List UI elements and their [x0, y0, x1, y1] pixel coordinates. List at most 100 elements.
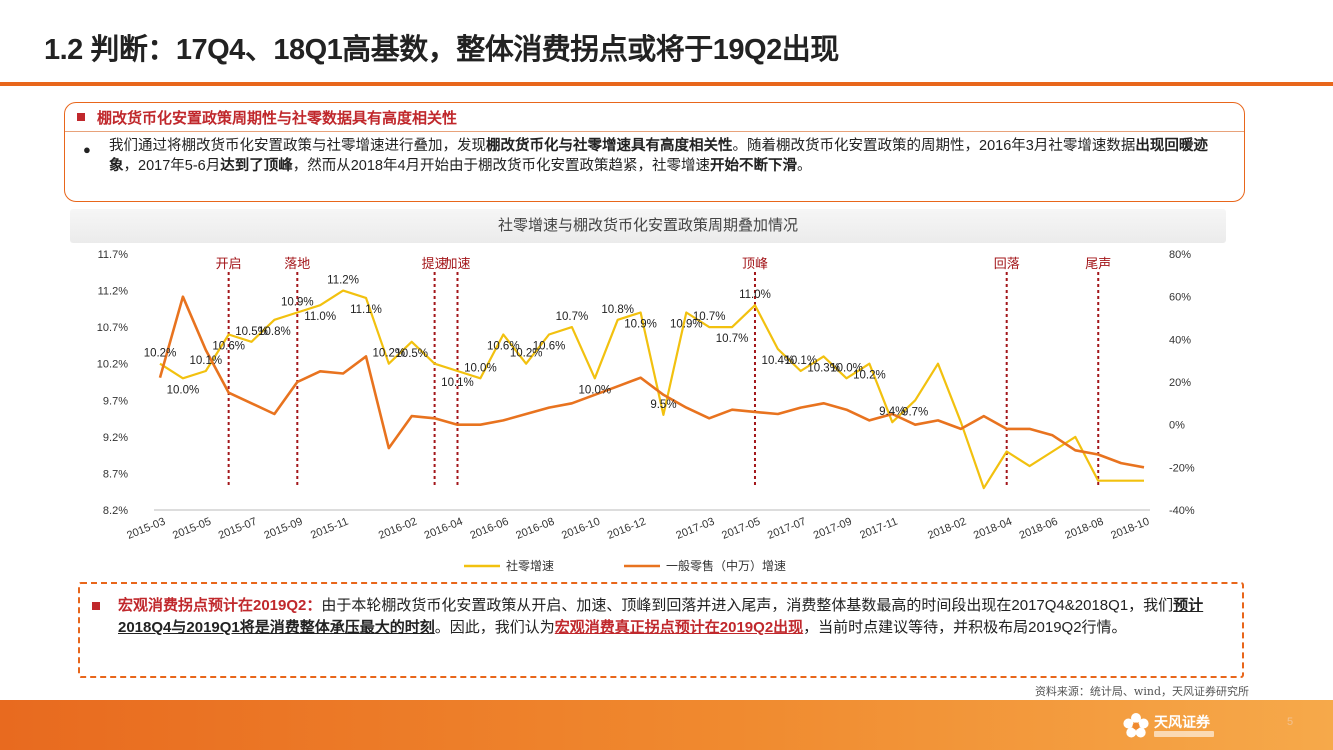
data-label: 10.2%: [853, 370, 886, 382]
data-label: 11.0%: [739, 289, 771, 301]
data-label: 10.8%: [258, 326, 291, 338]
data-label: 11.0%: [304, 311, 336, 323]
x-axis-tick: 2017-05: [720, 516, 762, 542]
data-label: 9.7%: [902, 406, 928, 418]
data-label: 10.1%: [441, 377, 474, 389]
x-axis-tick: 2018-04: [972, 516, 1014, 542]
left-axis-tick: 10.7%: [97, 322, 128, 334]
policy-marker-label: 顶峰: [742, 256, 768, 271]
summary-divider: [65, 131, 1244, 132]
square-bullet-icon: [92, 602, 100, 610]
x-axis-tick: 2016-04: [423, 516, 465, 542]
title-rule: [0, 82, 1333, 86]
right-axis-tick: 20%: [1169, 377, 1191, 389]
right-axis-tick: 0%: [1169, 420, 1185, 432]
x-axis-tick: 2018-02: [926, 516, 968, 542]
data-label: 10.0%: [578, 384, 611, 396]
left-axis-tick: 11.7%: [98, 249, 129, 261]
company-logo: 天风证券: [1121, 709, 1231, 743]
data-label: 9.4%: [879, 406, 905, 418]
bullet-dot-icon: ●: [83, 142, 91, 157]
data-label: 11.2%: [327, 275, 359, 287]
data-label: 10.5%: [235, 326, 268, 338]
logo-text: 天风证券: [1154, 714, 1210, 730]
source-note: 资料来源：统计局、wind，天风证券研究所: [1034, 685, 1249, 698]
summary-heading-text: 棚改货币化安置政策周期性与社零数据具有高度相关性: [97, 110, 458, 127]
x-axis-tick: 2015-09: [262, 516, 304, 542]
data-label: 10.1%: [189, 355, 222, 367]
x-axis-tick: 2016-12: [606, 516, 648, 542]
data-label: 11.1%: [350, 304, 382, 316]
right-axis-tick: 80%: [1169, 249, 1191, 261]
x-axis-tick: 2017-09: [812, 516, 854, 542]
left-axis-tick: 11.2%: [98, 286, 129, 298]
x-axis-tick: 2015-05: [171, 516, 213, 542]
policy-marker-label: 落地: [284, 256, 310, 271]
x-axis-tick: 2018-08: [1063, 516, 1105, 542]
summary-paragraph: 我们通过将棚改货币化安置政策与社零增速进行叠加，发现棚改货币化与社零增速具有高度…: [109, 138, 1208, 174]
data-label: 10.8%: [601, 304, 634, 316]
data-label: 10.2%: [373, 348, 406, 360]
right-axis-tick: 40%: [1169, 334, 1191, 346]
policy-marker-label: 回落: [994, 256, 1020, 271]
legend-label: 社零增速: [506, 558, 554, 573]
left-axis-tick: 8.7%: [103, 468, 128, 480]
conclusion-box: 宏观消费拐点预计在2019Q2：由于本轮棚改货币化安置政策从开启、加速、顶峰到回…: [78, 582, 1244, 678]
policy-marker-label: 加速: [444, 256, 470, 271]
x-axis-tick: 2016-10: [560, 516, 602, 542]
x-axis-tick: 2018-10: [1109, 516, 1151, 542]
right-axis-tick: -40%: [1169, 505, 1195, 517]
square-bullet-icon: [77, 113, 85, 122]
data-label: 10.1%: [784, 355, 817, 367]
summary-box: 棚改货币化安置政策周期性与社零数据具有高度相关性 ● 我们通过将棚改货币化安置政…: [64, 102, 1245, 202]
x-axis-tick: 2016-06: [468, 516, 510, 542]
x-axis-tick: 2015-03: [125, 516, 167, 542]
footer-band: [0, 700, 1333, 750]
data-label: 10.6%: [212, 340, 245, 352]
data-label: 10.6%: [487, 340, 520, 352]
left-axis-tick: 9.2%: [103, 432, 128, 444]
x-axis-tick: 2017-11: [858, 516, 899, 542]
left-axis-tick: 10.2%: [97, 359, 128, 371]
retail-index-growth-line: [158, 295, 1145, 469]
data-label: 10.9%: [670, 319, 703, 331]
data-label: 9.5%: [650, 399, 676, 411]
chart-title: 社零增速与棚改货币化安置政策周期叠加情况: [70, 209, 1226, 243]
data-label: 10.9%: [281, 297, 314, 309]
data-label: 10.4%: [762, 355, 795, 367]
legend-label: 一般零售（中万）增速: [666, 558, 786, 573]
data-label: 10.7%: [716, 333, 749, 345]
summary-heading: 棚改货币化安置政策周期性与社零数据具有高度相关性: [77, 107, 457, 128]
conclusion-paragraph: 宏观消费拐点预计在2019Q2：由于本轮棚改货币化安置政策从开启、加速、顶峰到回…: [118, 597, 1204, 636]
data-label: 10.5%: [395, 348, 428, 360]
data-label: 10.7%: [556, 311, 589, 323]
x-axis-tick: 2017-03: [674, 516, 716, 542]
data-label: 10.7%: [693, 311, 726, 323]
x-axis-tick: 2016-02: [377, 516, 419, 542]
x-axis-tick: 2016-08: [514, 516, 556, 542]
retail-growth-line: [159, 289, 1144, 490]
page-title: 1.2 判断：17Q4、18Q1高基数，整体消费拐点或将于19Q2出现: [44, 34, 839, 66]
x-axis-tick: 2015-07: [217, 516, 259, 542]
data-label: 10.0%: [464, 362, 497, 374]
left-axis-tick: 8.2%: [103, 505, 128, 517]
x-axis-tick: 2018-06: [1018, 516, 1060, 542]
data-label: 10.3%: [807, 362, 840, 374]
x-axis-tick: 2015-11: [309, 516, 350, 542]
page-number: 5: [1287, 716, 1294, 728]
flower-logo-icon: [1123, 713, 1149, 738]
line-chart: 11.7% 11.2% 10.7% 10.2% 9.7% 9.2% 8.7% 8.2% 80% 6…: [97, 249, 1195, 573]
policy-marker-label: 尾声: [1085, 256, 1111, 271]
left-axis-tick: 9.7%: [103, 395, 128, 407]
data-label: 10.0%: [830, 362, 863, 374]
data-label: 10.6%: [533, 340, 566, 352]
data-label: 10.9%: [624, 319, 657, 331]
data-label: 10.2%: [510, 348, 543, 360]
data-label: 10.2%: [144, 348, 177, 360]
policy-marker-label: 开启: [216, 256, 242, 271]
policy-marker-label: 提速: [422, 256, 448, 271]
logo-tagline: [1154, 731, 1214, 737]
right-axis-tick: 60%: [1169, 292, 1191, 304]
data-label: 10.0%: [167, 384, 200, 396]
right-axis-tick: -20%: [1169, 462, 1195, 474]
